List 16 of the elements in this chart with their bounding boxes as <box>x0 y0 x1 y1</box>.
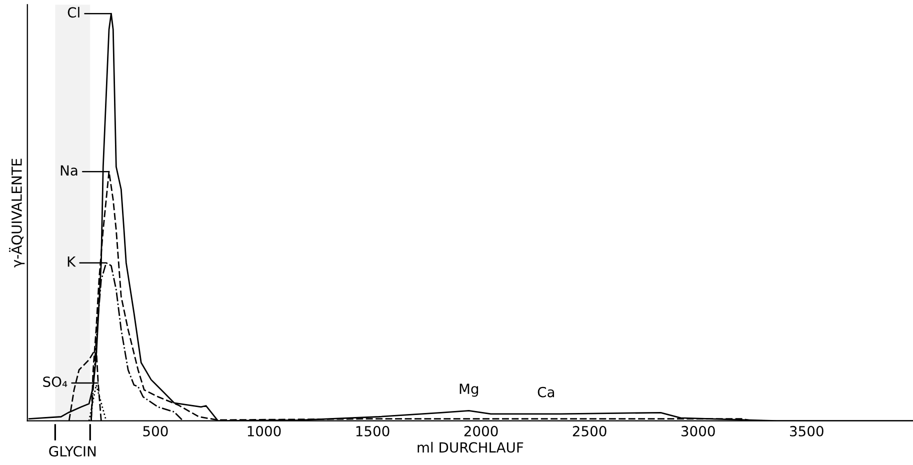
annotation: K <box>68 256 76 267</box>
x-tick-label: 2500 <box>572 426 606 436</box>
band-label: GLYCIN <box>49 446 96 457</box>
y-axis-title: γ-ÄQUIVALENTE <box>9 158 25 268</box>
x-tick-label: 2000 <box>464 426 498 436</box>
annotation: Na <box>60 165 78 176</box>
x-axis-title: ml DURCHLAUF <box>418 442 524 453</box>
x-tick-label: 3000 <box>681 426 715 436</box>
x-tick-label: 1500 <box>356 426 390 436</box>
annotation: Ca <box>538 386 554 398</box>
annotation: Mg <box>460 384 478 397</box>
x-tick-label: 1000 <box>248 426 281 436</box>
annotation: SO₄ <box>43 376 68 387</box>
x-tick-label: 3500 <box>790 426 824 436</box>
x-tick-label: 500 <box>143 426 168 436</box>
annotation: Cl <box>68 6 80 18</box>
